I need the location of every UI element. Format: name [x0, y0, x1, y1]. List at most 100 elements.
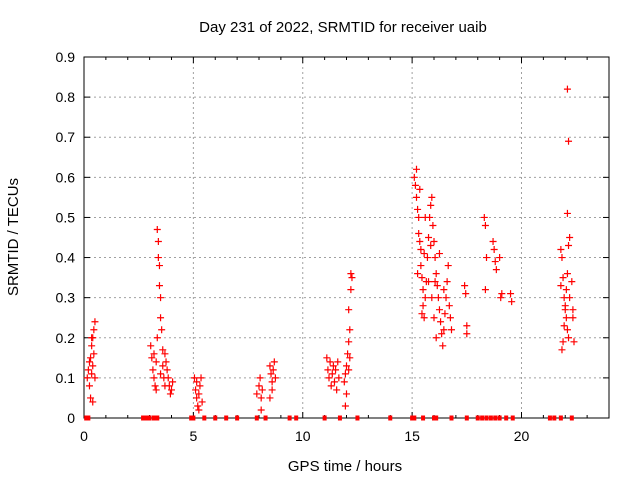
data-point [153, 334, 161, 342]
data-point [427, 201, 435, 209]
data-point [323, 354, 331, 362]
data-point [255, 382, 263, 390]
data-point [270, 358, 278, 366]
data-point [198, 398, 206, 406]
data-point [418, 310, 426, 318]
data-point [341, 402, 349, 410]
data-point [431, 278, 439, 286]
data-point [423, 254, 431, 262]
data-point [153, 225, 161, 233]
data-point [256, 374, 264, 382]
data-point [433, 282, 441, 290]
data-point [327, 382, 335, 390]
data-point [428, 193, 436, 201]
data-point [159, 362, 167, 370]
data-point [448, 326, 455, 334]
data-point [148, 354, 156, 362]
zero-value-marker [213, 415, 218, 421]
data-point [558, 254, 566, 262]
data-point [90, 350, 98, 358]
zero-value-marker [86, 415, 91, 421]
data-point [347, 270, 355, 278]
data-point [481, 286, 489, 294]
data-point [411, 181, 419, 189]
data-point [344, 350, 352, 358]
data-point [88, 370, 96, 378]
data-point [429, 221, 437, 229]
data-point [269, 366, 277, 374]
data-point [507, 290, 515, 298]
data-point [345, 306, 353, 314]
data-point [413, 165, 420, 173]
data-point [425, 234, 433, 241]
data-point [498, 290, 506, 298]
data-point [196, 382, 204, 390]
data-point [87, 394, 95, 402]
data-point [480, 213, 488, 221]
data-point [435, 306, 443, 314]
data-point [345, 338, 353, 346]
data-point [329, 362, 337, 370]
data-point [483, 254, 490, 262]
data-point [566, 294, 574, 302]
data-points [83, 85, 578, 421]
data-point [161, 350, 169, 358]
data-point [152, 358, 160, 366]
data-point [430, 238, 438, 246]
data-point [496, 254, 504, 262]
data-point [87, 354, 95, 362]
data-point [345, 366, 353, 374]
zero-value-marker [254, 415, 259, 421]
data-point [563, 326, 571, 334]
data-point [332, 366, 340, 374]
zero-value-marker [410, 415, 415, 421]
data-point [445, 302, 453, 310]
data-point [463, 330, 471, 338]
data-point [90, 326, 98, 334]
zero-value-marker [202, 415, 207, 421]
data-point [440, 326, 448, 334]
data-point [150, 350, 158, 358]
zero-value-marker [547, 415, 552, 421]
zero-value-marker [263, 415, 268, 421]
data-point [570, 338, 578, 346]
data-point [421, 294, 429, 302]
data-point [490, 246, 498, 254]
data-point [83, 374, 91, 382]
chart-title: Day 231 of 2022, SRMTID for receiver uai… [199, 19, 487, 36]
data-point [434, 294, 442, 302]
data-point [414, 270, 422, 278]
data-point [164, 374, 172, 382]
data-point [562, 314, 570, 322]
zero-value-marker [432, 415, 436, 421]
data-point [441, 310, 449, 318]
data-point [559, 338, 567, 346]
data-point [253, 390, 261, 398]
zero-value-marker [434, 415, 439, 421]
zero-value-marker [558, 415, 563, 421]
data-point [343, 362, 350, 370]
data-point [427, 242, 435, 250]
data-point [157, 294, 165, 302]
data-point [257, 406, 265, 414]
data-point [147, 342, 155, 350]
x-tick-label: 0 [80, 428, 88, 444]
data-point [158, 326, 166, 334]
data-point [155, 282, 163, 290]
data-point [330, 378, 338, 386]
data-point [190, 374, 198, 382]
data-point [417, 262, 425, 270]
data-point [560, 322, 568, 330]
data-point [563, 209, 571, 217]
zero-value-marker [464, 415, 469, 421]
data-point [557, 246, 565, 254]
zero-value-marker [497, 415, 502, 421]
data-point [88, 342, 96, 350]
data-point [416, 185, 424, 193]
y-axis-label: SRMTID / TECUs [5, 178, 22, 296]
data-point [462, 290, 470, 298]
data-point [439, 342, 447, 350]
y-tick-label: 0.2 [56, 330, 76, 346]
data-point [346, 326, 354, 334]
data-point [430, 314, 438, 322]
